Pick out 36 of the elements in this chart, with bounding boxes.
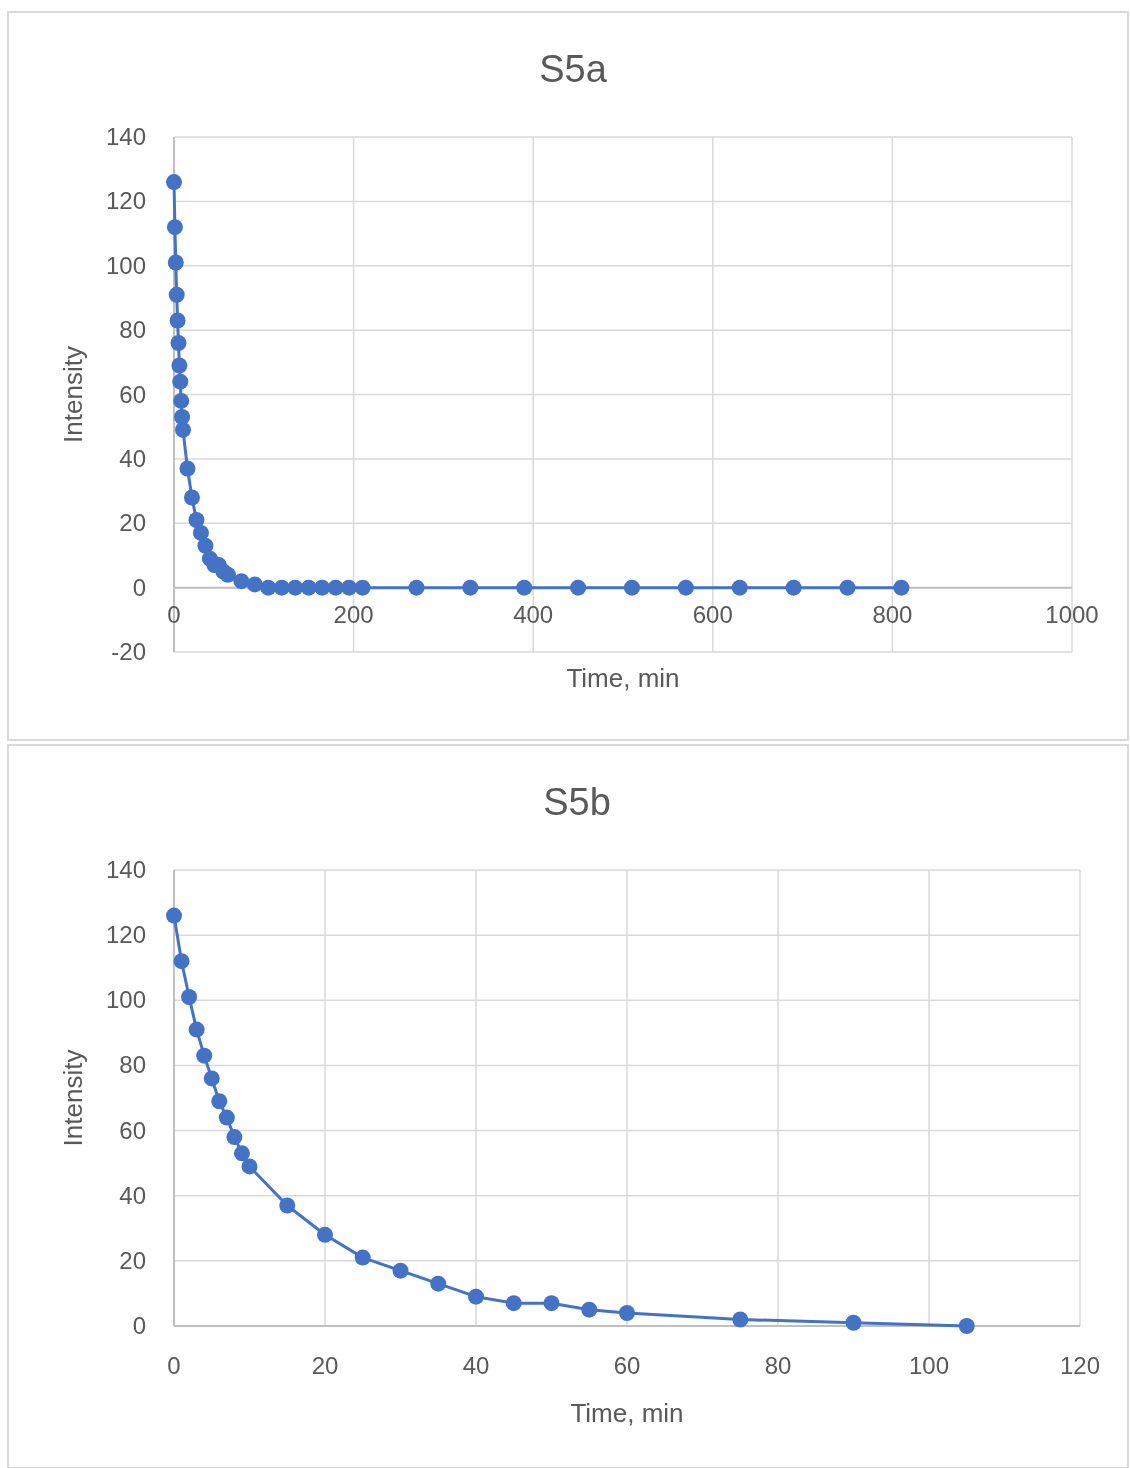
x-tick-label: 100 [908,1352,950,1379]
x-tick-label: 0 [167,1352,181,1379]
x-axis-title: Time, min [570,1398,684,1428]
x-tick-label: 40 [462,1352,490,1379]
x-tick-label: 80 [764,1352,792,1379]
x-tick-label: 0 [167,600,181,628]
x-tick-label: 1000 [1045,600,1099,628]
x-tick-label: 600 [692,600,733,628]
x-tick-label: 60 [613,1352,641,1379]
y-tick-label: 80 [119,316,146,344]
y-tick-label: 120 [105,921,146,949]
y-tick-label: 140 [105,856,146,883]
y-axis-title: Intensity [58,1049,88,1147]
y-tick-label: 20 [119,1246,146,1274]
y-tick-label: 100 [105,986,146,1014]
y-tick-label: 0 [132,1312,146,1339]
x-tick-label: 800 [872,600,913,628]
y-tick-label: 60 [119,1116,146,1144]
y-axis-title: Intensity [58,346,88,443]
x-axis-title: Time, min [566,663,680,693]
y-tick-label: 80 [119,1051,146,1079]
x-tick-label: 20 [311,1352,339,1379]
x-tick-label: 400 [513,600,554,628]
y-tick-label: 20 [119,509,146,537]
x-tick-label: 200 [333,600,374,628]
y-tick-label: 0 [132,573,146,601]
chart-title: S5b [543,781,611,823]
y-tick-label: 120 [105,187,146,215]
x-tick-label: 120 [1059,1352,1101,1379]
y-tick-label: 100 [105,251,146,279]
y-tick-label: 60 [119,380,146,408]
y-tick-label: -20 [111,638,146,665]
chart-title: S5a [539,48,608,90]
y-tick-label: 140 [105,123,146,150]
y-tick-label: 40 [119,444,146,472]
y-tick-label: 40 [119,1181,146,1209]
